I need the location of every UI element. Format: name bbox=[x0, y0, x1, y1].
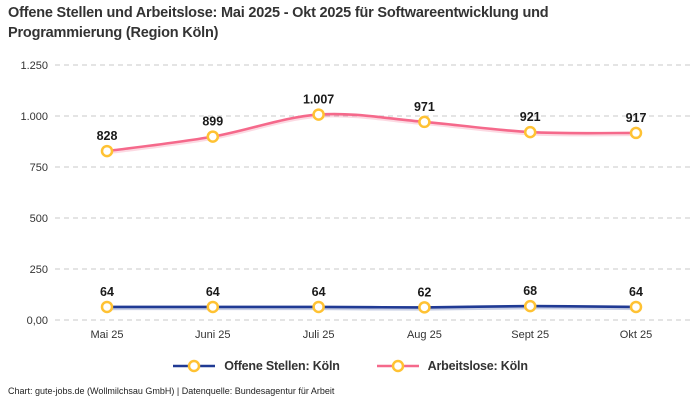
y-tick-label: 1.000 bbox=[20, 111, 48, 123]
line-chart-plot: 0,00 250 500 750 1.000 1.250 Mai 25 Juni 25 Juli… bbox=[20, 60, 690, 341]
legend: Offene Stellen: Köln Arbeitslose: Köln bbox=[0, 356, 700, 376]
legend-marker-icon bbox=[187, 359, 201, 373]
data-point-label-arbeitslose-k-ln: 1.007 bbox=[303, 93, 334, 107]
series-line-offene-stellen-k-ln bbox=[105, 304, 638, 309]
x-tick-label: Aug 25 bbox=[407, 329, 442, 341]
y-tick-label: 250 bbox=[30, 264, 48, 276]
legend-marker-icon bbox=[391, 359, 404, 373]
data-point-marker-offene-stellen-k-ln[interactable] bbox=[312, 300, 325, 314]
data-point-marker-offene-stellen-k-ln[interactable] bbox=[523, 299, 537, 313]
y-tick-label: 500 bbox=[30, 213, 48, 225]
data-point-label-offene-stellen-k-ln: 64 bbox=[629, 285, 643, 299]
data-point-marker-arbeitslose-k-ln[interactable] bbox=[206, 130, 220, 143]
legend-swatch-icon bbox=[376, 359, 419, 373]
data-point-label-offene-stellen-k-ln: 62 bbox=[417, 285, 431, 299]
x-tick-label: Sept 25 bbox=[511, 329, 549, 341]
series-line-arbeitslose-k-ln bbox=[105, 112, 638, 153]
data-point-marker-arbeitslose-k-ln[interactable] bbox=[312, 108, 325, 121]
legend-label: Arbeitslose: Köln bbox=[427, 359, 528, 373]
data-point-label-arbeitslose-k-ln: 971 bbox=[414, 100, 435, 114]
y-tick-label: 1.250 bbox=[20, 60, 48, 72]
y-tick-label: 750 bbox=[30, 162, 48, 174]
data-point-marker-offene-stellen-k-ln[interactable] bbox=[206, 300, 220, 314]
data-point-label-offene-stellen-k-ln: 64 bbox=[312, 285, 326, 299]
series-line-halo-arbeitslose-k-ln bbox=[106, 113, 637, 155]
chart-title: Offene Stellen und Arbeitslose: Mai 2025… bbox=[8, 3, 692, 43]
data-point-label-arbeitslose-k-ln: 899 bbox=[202, 115, 223, 129]
x-tick-label: Mai 25 bbox=[90, 329, 123, 341]
data-point-marker-arbeitslose-k-ln[interactable] bbox=[418, 115, 431, 129]
data-point-label-arbeitslose-k-ln: 917 bbox=[626, 111, 647, 125]
data-point-marker-arbeitslose-k-ln[interactable] bbox=[629, 126, 643, 140]
legend-swatch-icon bbox=[173, 359, 216, 373]
data-point-label-offene-stellen-k-ln: 68 bbox=[523, 284, 537, 298]
data-point-marker-offene-stellen-k-ln[interactable] bbox=[629, 300, 643, 314]
data-point-label-arbeitslose-k-ln: 828 bbox=[97, 129, 118, 143]
data-point-label-offene-stellen-k-ln: 64 bbox=[206, 285, 220, 299]
chart-title-line2: Programmierung (Region Köln) bbox=[8, 25, 219, 41]
chart-title-line1: Offene Stellen und Arbeitslose: Mai 2025… bbox=[8, 5, 549, 21]
x-tick-label: Okt 25 bbox=[620, 329, 652, 341]
series-line-halo-offene-stellen-k-ln bbox=[106, 305, 637, 311]
y-tick-label: 0,00 bbox=[27, 315, 48, 327]
legend-item-arbeitslose-k-ln[interactable]: Arbeitslose: Köln bbox=[376, 359, 528, 373]
legend-item-offene-stellen-k-ln[interactable]: Offene Stellen: Köln bbox=[172, 359, 340, 373]
chart-footer: Chart: gute-jobs.de (Wollmilchsau GmbH) … bbox=[8, 386, 335, 396]
data-point-marker-arbeitslose-k-ln[interactable] bbox=[100, 144, 114, 158]
x-tick-label: Juni 25 bbox=[195, 329, 230, 341]
x-tick-label: Juli 25 bbox=[303, 329, 335, 341]
data-point-marker-offene-stellen-k-ln[interactable] bbox=[100, 300, 114, 314]
data-point-marker-arbeitslose-k-ln[interactable] bbox=[523, 125, 537, 139]
legend-label: Offene Stellen: Köln bbox=[224, 359, 340, 373]
data-point-marker-offene-stellen-k-ln[interactable] bbox=[418, 301, 431, 314]
data-point-label-offene-stellen-k-ln: 64 bbox=[100, 285, 114, 299]
data-point-label-arbeitslose-k-ln: 921 bbox=[520, 110, 541, 124]
